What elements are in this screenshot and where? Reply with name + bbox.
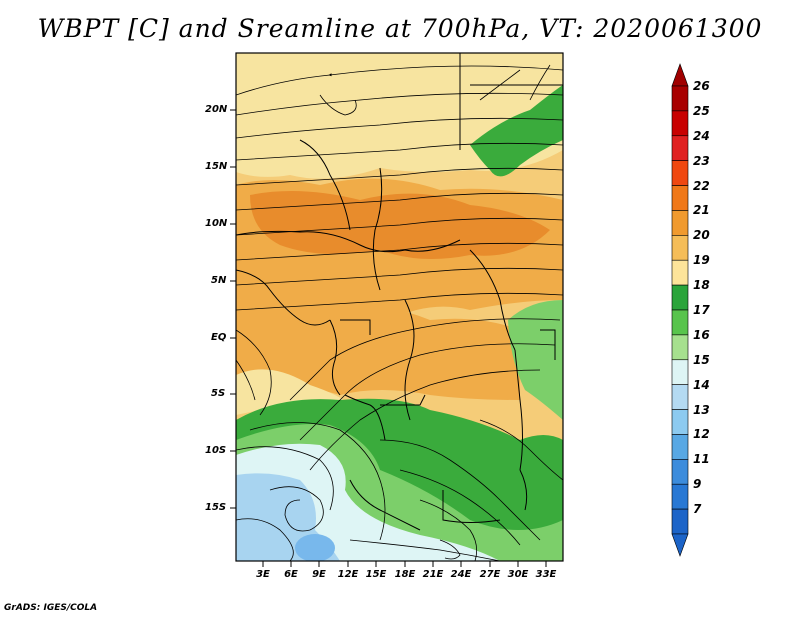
lon-label-30e: 30E — [507, 569, 529, 580]
colorbar-label: 16 — [693, 327, 710, 342]
lat-label-20n: 20N — [205, 104, 228, 115]
lat-label-eq: EQ — [211, 332, 227, 343]
lon-label-15e: 15E — [365, 569, 387, 580]
colorbar-swatch — [671, 508, 689, 535]
colorbar-label: 9 — [693, 477, 702, 492]
lat-label-15n: 15N — [205, 161, 228, 172]
colorbar-label: 23 — [693, 153, 710, 168]
colorbar-swatch — [671, 459, 689, 485]
lat-label-5s: 5S — [211, 388, 226, 399]
colorbar-label: 22 — [693, 178, 710, 193]
grads-credit: GrADS: IGES/COLA — [4, 603, 98, 613]
colorbar-label: 25 — [693, 103, 710, 118]
lat-label-10n: 10N — [205, 218, 228, 229]
colorbar — [671, 63, 689, 557]
colorbar-label: 26 — [693, 79, 710, 93]
colorbar-label: 15 — [693, 352, 710, 367]
colorbar-label: 13 — [693, 402, 710, 417]
colorbar-swatch — [671, 135, 689, 161]
lat-label-5n: 5N — [211, 275, 227, 286]
streamlines — [236, 64, 563, 561]
lon-label-18e: 18E — [394, 569, 416, 580]
country-borders — [236, 53, 563, 531]
field-green-ne — [470, 85, 563, 177]
chart-title: WBPT [C] and Sreamline at 700hPa, VT: 20… — [37, 14, 763, 43]
colorbar-swatch — [671, 359, 689, 385]
lon-ticks — [262, 561, 547, 567]
colorbar-swatch — [671, 160, 689, 186]
colorbar-swatch — [671, 334, 689, 361]
colorbar-swatch — [671, 259, 689, 286]
colorbar-swatch — [671, 85, 689, 112]
lon-label-12e: 12E — [337, 569, 359, 580]
lon-label-6e: 6E — [284, 569, 298, 580]
colorbar-label: 7 — [693, 502, 702, 517]
colorbar-label: 11 — [693, 452, 710, 467]
wbpt-field — [236, 53, 563, 561]
colorbar-swatch — [671, 309, 689, 336]
lon-label-21e: 21E — [422, 569, 444, 580]
colorbar-bottom-arrow — [671, 533, 689, 557]
lon-label-9e: 9E — [312, 569, 326, 580]
colorbar-swatch — [671, 384, 689, 410]
colorbar-swatch — [671, 483, 689, 510]
colorbar-label: 12 — [693, 427, 710, 442]
lon-label-33e: 33E — [535, 569, 557, 580]
colorbar-label: 19 — [693, 253, 710, 268]
lat-label-10s: 10S — [205, 445, 227, 456]
lon-label-27e: 27E — [479, 569, 501, 580]
lon-label-3e: 3E — [256, 569, 270, 580]
colorbar-swatch — [671, 185, 689, 211]
colorbar-label: 17 — [693, 303, 710, 317]
colorbar-label: 20 — [693, 228, 710, 243]
lat-label-15s: 15S — [205, 502, 227, 513]
colorbar-label: 18 — [693, 278, 710, 293]
lat-ticks — [230, 109, 236, 509]
colorbar-swatch — [671, 434, 689, 460]
colorbar-label: 24 — [693, 128, 710, 143]
colorbar-label: 21 — [693, 203, 710, 218]
colorbar-swatch — [671, 235, 689, 261]
colorbar-swatch — [671, 210, 689, 236]
lon-label-24e: 24E — [450, 569, 472, 580]
colorbar-label: 14 — [693, 377, 710, 392]
colorbar-swatch — [671, 110, 689, 137]
field-central — [236, 296, 520, 400]
colorbar-swatch — [671, 409, 689, 435]
field-blue-blob — [295, 534, 335, 561]
map-frame — [235, 52, 564, 562]
colorbar-top-arrow — [671, 63, 689, 87]
colorbar-swatch — [671, 284, 689, 311]
field-pale-left — [236, 369, 350, 415]
